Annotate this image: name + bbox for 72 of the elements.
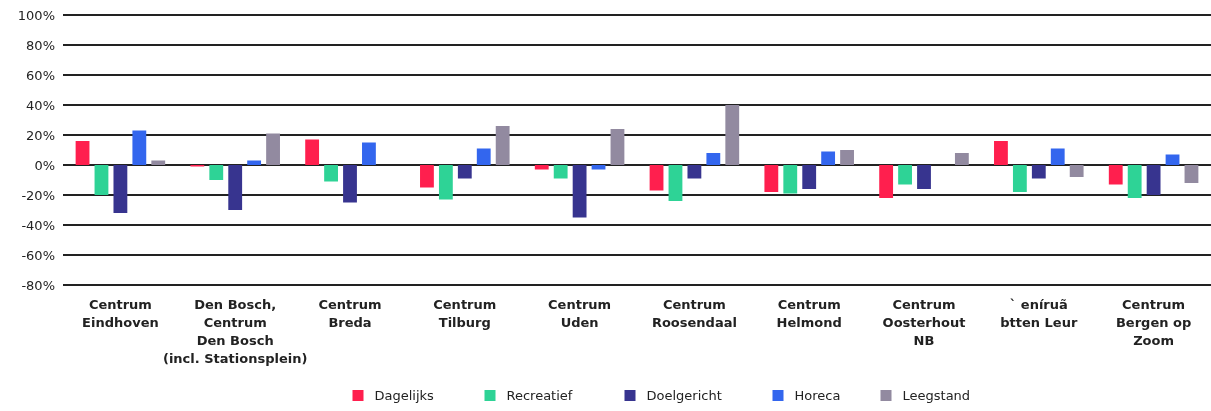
bar <box>917 165 931 189</box>
bar <box>610 129 625 165</box>
bar <box>343 165 357 203</box>
bar <box>668 165 683 201</box>
legend-label: Horeca <box>794 388 841 403</box>
y-tick-label: 80% <box>26 37 55 53</box>
bar <box>362 142 376 165</box>
y-tick-label: 60% <box>26 67 55 83</box>
legend-label: Doelgericht <box>646 388 722 403</box>
bar <box>725 105 740 165</box>
bar <box>75 141 90 165</box>
x-tick-label: Centrum Bergen op Zoom <box>1115 297 1192 348</box>
bar <box>591 165 606 170</box>
bar <box>457 165 472 179</box>
bar <box>1012 165 1027 192</box>
bar <box>305 139 320 165</box>
bar <box>228 165 243 210</box>
bar <box>572 165 587 218</box>
bar <box>783 165 798 194</box>
bar <box>1108 165 1123 185</box>
bar <box>898 165 912 185</box>
y-tick-label: -20% <box>21 187 55 203</box>
bar <box>1069 165 1084 177</box>
bar <box>113 165 128 213</box>
bar <box>209 165 224 180</box>
y-tick-label: -40% <box>21 217 55 233</box>
bar <box>879 165 894 198</box>
bar <box>802 165 817 189</box>
bar <box>1165 154 1180 165</box>
bar <box>954 153 969 165</box>
y-tick-label: 0% <box>34 157 55 173</box>
x-tick-label: Centrum Breda <box>318 297 382 330</box>
legend-label: Recreatief <box>506 388 573 403</box>
x-tick-label: Centrum Uden <box>548 297 612 330</box>
x-tick-label: Centrum Helmond <box>776 297 842 330</box>
y-tick-label: 20% <box>26 127 55 143</box>
bar <box>151 160 166 165</box>
bar <box>1184 165 1199 183</box>
bar <box>266 133 280 165</box>
bar <box>247 160 262 165</box>
x-tick-label: Centrum Eindhoven <box>82 297 159 330</box>
bar <box>994 141 1008 165</box>
bar <box>132 130 147 165</box>
bar <box>495 126 510 165</box>
bar <box>649 165 664 191</box>
bar <box>1050 148 1065 165</box>
legend-label: Leegstand <box>902 388 971 403</box>
bar <box>706 153 721 165</box>
bar <box>821 151 836 165</box>
x-tick-label: Den Bosch, Centrum Den Bosch (incl. Stationsplein) <box>162 297 308 366</box>
x-tick-label: Centrum Tilburg <box>433 297 497 330</box>
bar <box>534 165 549 170</box>
bar <box>420 165 434 188</box>
y-tick-label: -60% <box>21 247 55 263</box>
x-tick-label: Centrum Roosendaal <box>651 297 737 330</box>
bar <box>687 165 702 179</box>
legend-label: Dagelijks <box>374 388 435 403</box>
y-tick-label: -80% <box>21 277 55 293</box>
bar <box>553 165 568 179</box>
bar <box>324 165 338 182</box>
bar <box>1146 165 1161 195</box>
bar <box>1127 165 1142 198</box>
y-tick-label: 40% <box>26 97 55 113</box>
y-tick-label: 100% <box>17 7 55 23</box>
bar <box>94 165 109 195</box>
bar <box>764 165 779 192</box>
bar <box>438 165 453 200</box>
bar <box>840 150 854 165</box>
bar <box>476 148 491 165</box>
x-tick-label: ` eníruã btten Leur <box>1000 297 1078 330</box>
x-tick-label: Centrum Oosterhout NB <box>882 297 966 348</box>
bar <box>1031 165 1046 179</box>
